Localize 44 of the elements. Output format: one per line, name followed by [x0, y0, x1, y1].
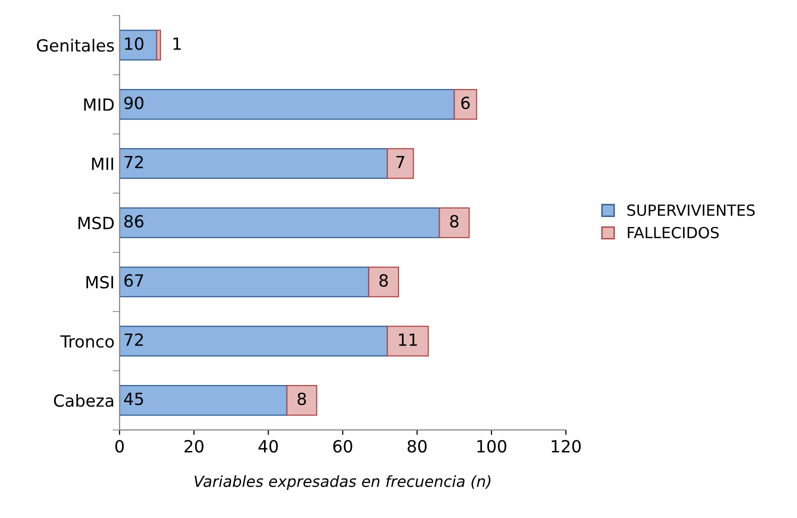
x-tick-label: 120: [552, 440, 581, 453]
x-tick-label: 60: [333, 440, 352, 453]
bar: [120, 266, 370, 298]
data-label: 10: [125, 37, 144, 50]
data-label: 8: [450, 214, 458, 228]
y-tick-label: Genitales: [36, 38, 114, 52]
data-label: 86: [124, 214, 144, 228]
data-label: 72: [124, 333, 143, 346]
x-tick-label: 100: [477, 440, 506, 453]
bar: [386, 148, 414, 179]
bar: [438, 207, 470, 238]
x-tick-label: 40: [258, 440, 278, 453]
y-tick-label: Tronco: [60, 335, 114, 348]
bar: [120, 148, 388, 179]
bar: [368, 266, 400, 298]
bar: [386, 326, 429, 356]
data-label: 8: [379, 274, 388, 287]
data-label: 45: [124, 392, 144, 406]
x-axis-title: Variables expresadas en frecuencia (n): [194, 475, 490, 490]
data-label: 72: [124, 156, 143, 168]
data-label: 6: [461, 96, 470, 110]
data-label: 90: [124, 96, 144, 110]
y-tick-label: MSI: [86, 276, 114, 289]
bar: [120, 88, 455, 120]
y-tick-label: Cabeza: [54, 394, 114, 407]
bar: [120, 207, 440, 238]
legend-label: FALLECIDOS: [628, 226, 719, 238]
bar: [120, 384, 288, 416]
bar: [120, 326, 388, 356]
bar: [286, 384, 318, 416]
x-tick-label: 80: [408, 440, 427, 453]
legend-label: SUPERVIVIENTES: [627, 204, 755, 216]
bar: [454, 88, 478, 120]
data-label: 8: [298, 392, 306, 406]
y-tick-label: MID: [84, 98, 114, 111]
data-label: 7: [396, 156, 404, 168]
x-tick-label: 20: [184, 440, 204, 453]
y-tick-label: MII: [92, 158, 114, 170]
bar: [156, 30, 162, 60]
x-tick-label: 0: [115, 440, 124, 453]
data-label: 67: [124, 274, 144, 287]
y-tick-label: MSD: [78, 216, 114, 230]
data-label: 1: [173, 38, 181, 50]
data-label: 11: [399, 334, 417, 346]
